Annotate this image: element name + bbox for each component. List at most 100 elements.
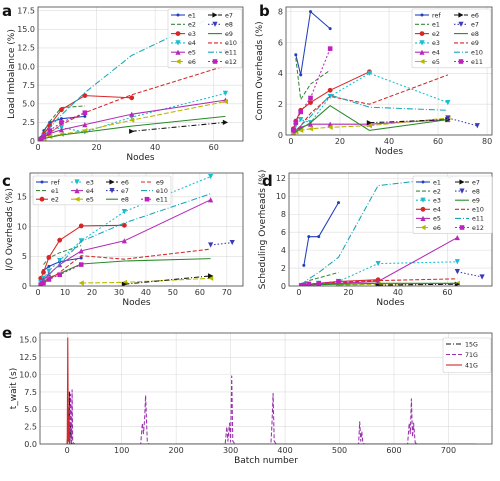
- data-point-e5: [208, 275, 214, 281]
- data-point-e1: [317, 235, 321, 239]
- legend-marker: [144, 196, 150, 202]
- data-point-e4: [307, 121, 314, 127]
- data-point-e3: [375, 260, 381, 267]
- x-axis-label: Nodes: [375, 147, 403, 157]
- data-point-e7: [129, 128, 135, 134]
- y-tick-label: 2.5: [24, 422, 37, 431]
- legend-marker: [459, 179, 465, 185]
- y-tick-label: 10: [17, 222, 27, 231]
- x-tick-label: 0: [36, 288, 41, 297]
- legend-label: e11: [225, 50, 237, 57]
- legend-label: e7: [471, 22, 479, 29]
- data-point-e3: [454, 259, 460, 265]
- series-e5: [78, 275, 214, 286]
- series-line-e7: [447, 117, 478, 127]
- panel-letter: a: [2, 2, 12, 20]
- legend-label: e11: [471, 59, 483, 66]
- legend-label: e8: [471, 31, 479, 38]
- series-line-e1: [295, 57, 331, 101]
- x-tick-label: 20: [343, 288, 353, 297]
- legend-marker: [458, 59, 464, 64]
- legend-marker: [74, 188, 80, 194]
- legend-label: e8: [225, 22, 233, 29]
- legend-label: e3: [432, 40, 440, 47]
- series-line-e6: [369, 119, 448, 124]
- y-tick-label: 0: [30, 137, 35, 146]
- y-tick-label: 7.5: [24, 388, 37, 397]
- series-ref: [294, 10, 332, 77]
- data-point-e12: [41, 134, 47, 139]
- x-axis-label: Nodes: [376, 298, 404, 308]
- data-point-e6: [222, 98, 229, 105]
- legend-marker: [458, 21, 464, 27]
- y-tick-label: 8: [281, 210, 286, 219]
- y-tick-label: 4: [278, 69, 283, 78]
- y-tick-label: 6: [281, 228, 286, 237]
- series-line-e1: [303, 202, 339, 266]
- legend-marker: [419, 40, 425, 46]
- legend-label: ref: [432, 12, 441, 19]
- x-tick-label: 40: [393, 288, 403, 297]
- data-point-e12: [38, 137, 44, 141]
- data-point-e3: [59, 107, 64, 113]
- data-point-e11: [291, 128, 296, 133]
- series-line-e1: [43, 245, 82, 265]
- legend-label: e10: [225, 40, 237, 47]
- panel-d: 0 20 40 60 0 2 4 6 8 10 12 Nodes Scheduling Overhead…: [258, 170, 493, 308]
- panel-b: 0 20 40 60 80 0 2 4 6 8 Nodes Comm Overheads (%)b re…: [255, 2, 493, 157]
- data-point-ref: [79, 256, 83, 260]
- legend-marker: [419, 31, 425, 36]
- plot-frame: [29, 172, 244, 287]
- series-e7: [208, 239, 235, 248]
- legend-marker: [459, 225, 465, 230]
- x-tick-label: 30: [114, 288, 124, 297]
- legend-label: e5: [188, 50, 196, 57]
- data-point-e3: [327, 93, 333, 100]
- legend-box: [412, 175, 493, 234]
- legend-marker: [419, 58, 425, 65]
- legend-marker: [39, 196, 45, 202]
- y-tick-label: 10.0: [17, 62, 35, 71]
- y-tick-label: 0: [278, 131, 283, 140]
- legend-label: e5: [86, 197, 94, 204]
- legend-label: 71G: [465, 352, 478, 359]
- legend-label: e2: [432, 31, 440, 38]
- legend-marker: [420, 206, 426, 212]
- legend-label: e1: [433, 179, 441, 186]
- legend-marker: [40, 180, 44, 184]
- legend-label: e9: [472, 198, 480, 205]
- series-line-41G: [66, 337, 476, 444]
- data-point-e11: [38, 282, 44, 286]
- legend-label: e9: [471, 40, 479, 47]
- data-point-e5: [298, 127, 304, 133]
- x-tick-label: 70: [222, 288, 232, 297]
- legend-label: e9: [156, 179, 164, 186]
- legend-marker: [459, 188, 465, 194]
- x-axis-label: Nodes: [126, 153, 154, 163]
- x-tick-label: 40: [384, 137, 394, 146]
- legend-marker: [212, 21, 218, 27]
- data-point-ref: [299, 73, 303, 77]
- data-point-e3: [445, 100, 451, 106]
- y-axis-label: Scheduling Overheads (%): [258, 170, 268, 290]
- series-e12: [38, 110, 88, 141]
- legend-marker: [420, 13, 424, 17]
- y-axis-label: I/O Overheads (%): [5, 188, 15, 271]
- panel-a: 0 20 40 60 0 2.5 5.0 7.5 10.0 12.5 15.0 17.5 Nodes Lo…: [2, 2, 244, 163]
- data-point-e2: [121, 222, 127, 228]
- series-line-71G: [66, 375, 476, 444]
- data-point-e6: [47, 133, 53, 140]
- data-point-e11: [327, 46, 333, 51]
- series-line-e11: [292, 48, 331, 131]
- legend-label: e6: [471, 12, 479, 19]
- series-e6: [38, 98, 229, 141]
- x-axis-label: Nodes: [122, 298, 150, 308]
- data-point-e1: [59, 117, 63, 121]
- data-point-e3: [366, 70, 372, 76]
- data-point-e1: [337, 201, 341, 205]
- legend-label: e11: [472, 216, 484, 223]
- data-point-e2: [327, 87, 333, 93]
- data-point-e12: [336, 279, 341, 284]
- plot-frame: [285, 6, 493, 136]
- data-point-e3: [208, 173, 214, 180]
